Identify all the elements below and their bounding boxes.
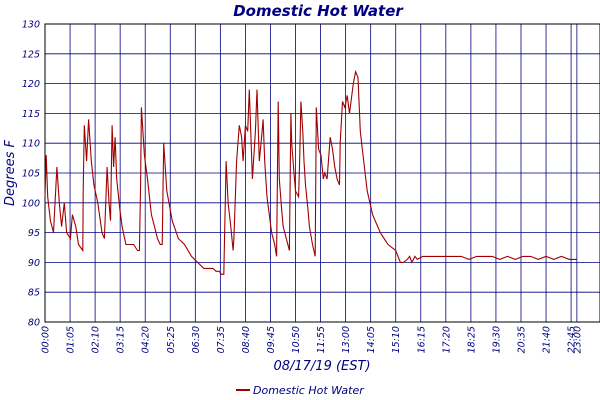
x-tick-label: 04:20 — [141, 326, 152, 353]
x-tick-label: 10:50 — [291, 326, 302, 353]
legend: Domestic Hot Water — [236, 384, 365, 397]
x-tick-label: 23:00 — [572, 326, 583, 353]
x-axis-ticks: 00:00 01:05 02:10 03:15 04:20 05:25 06:30 07:35… — [41, 326, 584, 353]
y-axis-ticks: 80 85 90 95 100 105 110 115 120 125 130 — [22, 20, 40, 329]
x-tick-label: 18:25 — [466, 326, 477, 353]
y-tick-label: 115 — [22, 109, 40, 120]
x-tick-label: 07:35 — [216, 326, 227, 353]
chart-title: Domestic Hot Water — [233, 2, 404, 20]
x-tick-label: 11:55 — [316, 326, 327, 353]
x-tick-label: 08:40 — [241, 326, 252, 353]
x-tick-label: 03:15 — [116, 326, 127, 353]
x-tick-label: 09:45 — [266, 326, 277, 353]
legend-label: Domestic Hot Water — [253, 384, 365, 397]
x-tick-label: 05:25 — [166, 326, 177, 353]
x-tick-label: 13:00 — [341, 326, 352, 353]
y-axis-label: Degrees F — [3, 139, 18, 206]
x-tick-label: 20:35 — [516, 326, 527, 353]
y-tick-label: 130 — [22, 20, 40, 31]
x-tick-label: 21:40 — [542, 326, 553, 353]
series-line-domestic-hot-water — [44, 69, 577, 275]
x-tick-label: 15:10 — [391, 326, 402, 353]
x-tick-label: 02:10 — [91, 326, 102, 353]
y-tick-label: 120 — [22, 79, 40, 90]
y-tick-label: 95 — [28, 228, 40, 239]
x-tick-label: 01:05 — [66, 326, 77, 353]
y-tick-label: 100 — [22, 198, 40, 209]
x-axis-label: 08/17/19 (EST) — [273, 359, 370, 374]
x-tick-label: 06:30 — [191, 326, 202, 353]
x-tick-label: 22:45 — [567, 326, 578, 353]
x-tick-label: 19:30 — [491, 326, 502, 353]
x-tick-label: 00:00 — [41, 326, 52, 353]
x-tick-label: 16:15 — [416, 326, 427, 353]
plot-area-border — [44, 23, 600, 323]
y-tick-label: 85 — [28, 288, 40, 299]
x-tick-label: 14:05 — [366, 326, 377, 353]
y-tick-label: 110 — [22, 139, 40, 150]
y-tick-label: 80 — [28, 318, 40, 329]
x-tick-label: 17:20 — [441, 326, 452, 353]
y-tick-label: 125 — [22, 49, 40, 60]
y-tick-label: 105 — [22, 169, 40, 180]
y-tick-label: 90 — [28, 258, 40, 269]
